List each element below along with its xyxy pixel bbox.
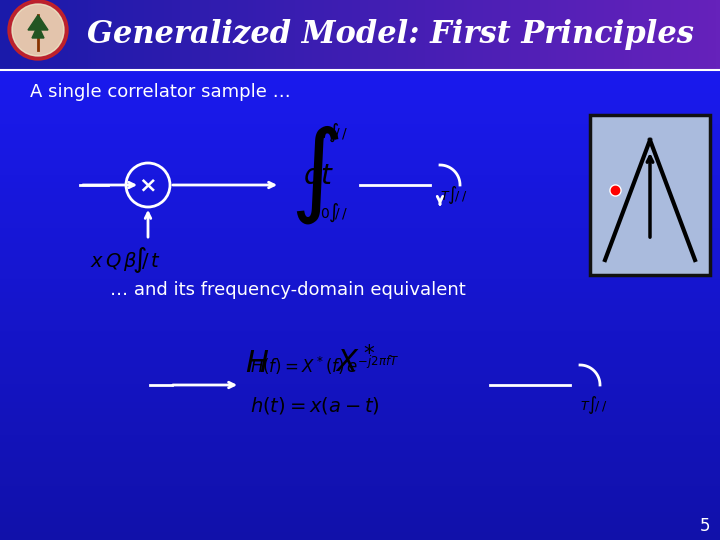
Text: ×: × <box>139 175 157 195</box>
Polygon shape <box>32 25 44 38</box>
Text: $h(t) = x(a - t)$: $h(t) = x(a - t)$ <box>250 395 380 415</box>
Text: … and its frequency-domain equivalent: … and its frequency-domain equivalent <box>110 281 466 299</box>
Text: A single correlator sample …: A single correlator sample … <box>30 83 291 101</box>
Text: Generalized Model: First Principles: Generalized Model: First Principles <box>86 19 693 51</box>
Bar <box>590 115 710 275</box>
Text: $dt$: $dt$ <box>303 164 334 191</box>
Text: $H$: $H$ <box>245 348 269 379</box>
Text: $H(f) = X^*(f)\,e^{-j2\pi fT}$: $H(f) = X^*(f)\,e^{-j2\pi fT}$ <box>250 353 399 376</box>
Text: $\int$: $\int$ <box>290 124 339 226</box>
Text: $T\int\!/ \, /$: $T\int\!/ \, /$ <box>440 184 467 206</box>
Polygon shape <box>28 15 48 30</box>
Text: $T\int\!\!/ \, /$: $T\int\!\!/ \, /$ <box>320 122 348 144</box>
Text: $T\int\!/ \, /$: $T\int\!/ \, /$ <box>580 394 607 416</box>
Circle shape <box>8 0 68 60</box>
Text: $X^*$: $X^*$ <box>335 347 376 379</box>
Text: $x\,Q\,\beta\!\int\!\!/ \, t$: $x\,Q\,\beta\!\int\!\!/ \, t$ <box>90 245 161 275</box>
Circle shape <box>12 4 64 56</box>
Text: 5: 5 <box>700 517 710 535</box>
Text: $0\int\!\!/ \, /$: $0\int\!\!/ \, /$ <box>320 202 348 224</box>
